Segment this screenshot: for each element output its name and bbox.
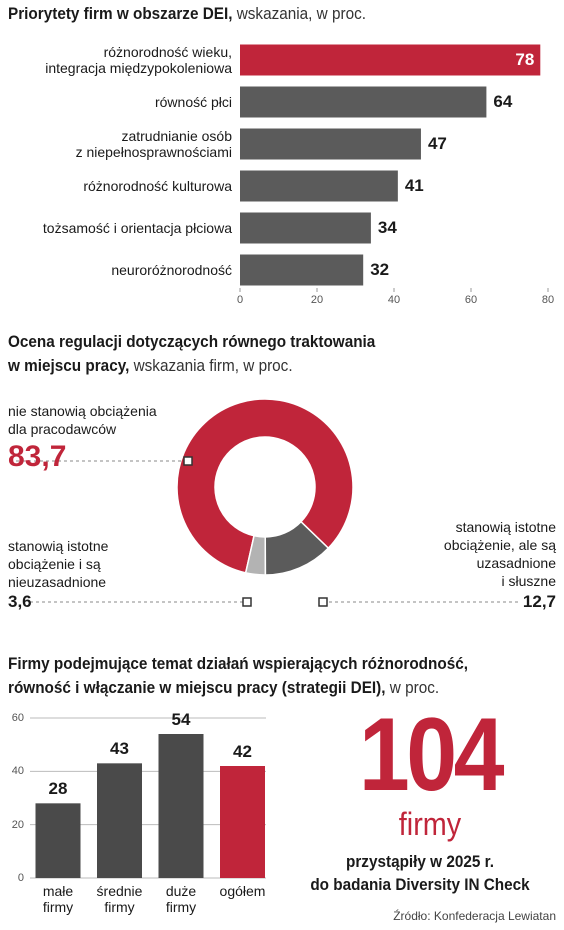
- leader-marker: [183, 456, 193, 466]
- category-label: równość płci: [154, 94, 232, 110]
- y-tick-label: 40: [11, 765, 24, 778]
- category-label: tożsamość i orientacja płciowa: [42, 220, 232, 236]
- value-label: 3,6: [8, 592, 32, 611]
- value-label: 12,7: [522, 592, 556, 611]
- y-tick-label: 60: [11, 712, 24, 724]
- bar: [97, 763, 142, 878]
- bar: [158, 734, 204, 878]
- value-label: 42: [233, 742, 252, 761]
- x-tick-label: 0: [236, 294, 244, 306]
- value-label: 78: [515, 50, 535, 69]
- leader-marker: [318, 597, 328, 607]
- chart-subtitle: wskazania firm, w proc.: [133, 356, 293, 375]
- segment-label: nie stanowią obciążenia dla pracodawców: [8, 403, 157, 437]
- value-label: 43: [110, 739, 129, 759]
- y-tick-label: 20: [11, 818, 24, 831]
- bar: [220, 766, 265, 878]
- value-label: 47: [427, 134, 447, 153]
- value-label: 54: [171, 710, 191, 729]
- x-tick-label: 40: [387, 294, 401, 306]
- bar: [240, 212, 371, 244]
- highlight-unit: firmy: [398, 806, 462, 842]
- chart-subtitle: wskazania, w proc.: [236, 4, 366, 23]
- source: Źródło: Konfederacja Lewiatan: [393, 909, 556, 923]
- chart-title-block: Ocena regulacji dotyczących równego trak…: [8, 330, 564, 378]
- chart-subtitle: w proc.: [389, 678, 440, 697]
- highlight-number: 104: [358, 697, 505, 813]
- bar: [35, 803, 81, 878]
- x-tick-label: 80: [541, 294, 555, 306]
- bar: [240, 170, 398, 202]
- value-label: 41: [404, 176, 424, 195]
- chart-title: Firmy podejmujące temat działań wspieraj…: [8, 654, 468, 697]
- highlight-text: przystąpiły w 2025 r. do badania Diversi…: [310, 852, 530, 894]
- x-tick-label: 20: [310, 294, 324, 306]
- bar: [240, 128, 421, 160]
- value-label: 83,7: [8, 440, 67, 473]
- y-tick-label: 0: [17, 872, 24, 884]
- bar: [240, 254, 364, 286]
- x-tick-label: ogółem: [219, 883, 266, 899]
- category-label: różnorodność kulturowa: [83, 178, 232, 194]
- chart-title-block: Firmy podejmujące temat działań wspieraj…: [8, 652, 564, 700]
- value-label: 64: [493, 92, 513, 111]
- chart-title: Priorytety firm w obszarze DEI,: [8, 4, 233, 23]
- donut-segment: [264, 520, 330, 576]
- x-tick-label: 60: [464, 294, 478, 306]
- bar: [240, 44, 541, 76]
- chart-title: Ocena regulacji dotyczących równego trak…: [8, 332, 376, 375]
- value-label: 28: [48, 779, 68, 799]
- value-label: 32: [370, 260, 390, 279]
- x-tick-label: średnie firmy: [96, 883, 143, 915]
- chart-title-block: Priorytety firm w obszarze DEI, wskazani…: [8, 2, 564, 26]
- leader-marker: [242, 597, 252, 607]
- segment-label: stanowią istotne obciążenie, ale są uzas…: [443, 519, 556, 589]
- segment-label: stanowią istotne obciążenie i są nieuzas…: [8, 538, 109, 590]
- x-tick-label: duże firmy: [165, 883, 197, 915]
- value-label: 34: [377, 218, 397, 237]
- bar: [240, 86, 487, 118]
- category-label: różnorodność wieku, integracja międzypok…: [45, 44, 232, 76]
- category-label: zatrudnianie osób z niepełnosprawnościam…: [75, 128, 232, 160]
- category-label: neuroróżnorodność: [111, 262, 232, 278]
- x-tick-label: małe firmy: [42, 883, 74, 915]
